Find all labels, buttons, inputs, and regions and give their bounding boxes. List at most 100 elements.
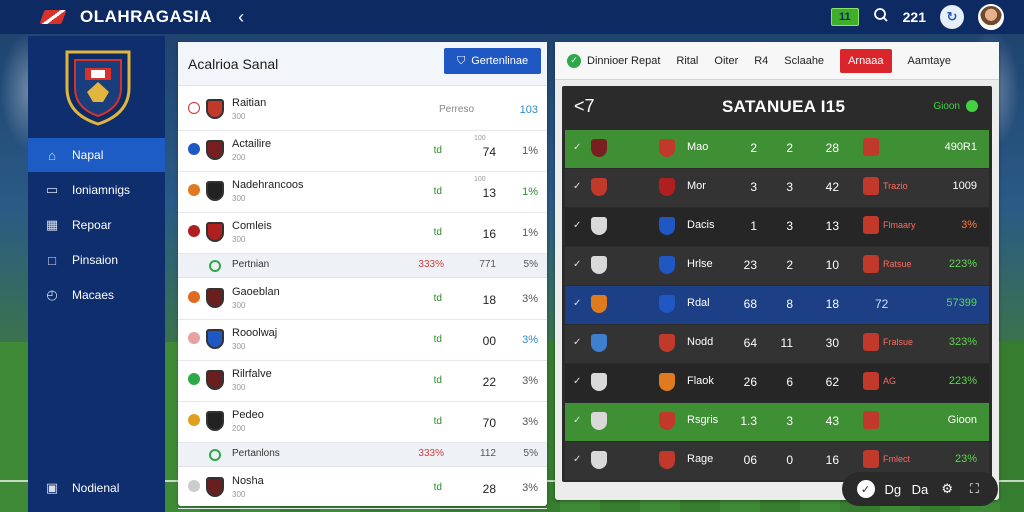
cell-won: 3 — [786, 219, 793, 233]
team-name: Nodd — [687, 336, 714, 348]
table-title: SATANUEA I15 — [722, 97, 846, 116]
tab-aamtaye[interactable]: Aamtaye — [900, 42, 959, 80]
sidebar-item-nodienal[interactable]: ▣ Nodienal — [28, 471, 165, 505]
sidebar-item-repoar[interactable]: ▦ Repoar — [28, 208, 165, 242]
table-row[interactable]: ✓ Mao 2 2 28 490R1 — [565, 130, 989, 168]
primary-action-button[interactable]: ⛉ Gertenlinae — [444, 48, 541, 74]
cell-goals: 10 — [825, 258, 839, 272]
tab-label: Oiter — [714, 54, 739, 67]
check-icon[interactable]: ✓ — [856, 480, 875, 498]
chevron-down-icon[interactable]: ✓ — [573, 220, 582, 231]
team-name: Rilrfalve — [232, 368, 272, 380]
search-icon[interactable] — [873, 7, 889, 28]
chevron-down-icon[interactable]: ✓ — [573, 337, 582, 348]
result-icon — [863, 255, 879, 273]
primary-action-label: Gertenlinae — [471, 55, 529, 67]
toolbar-item-da[interactable]: Da — [911, 481, 929, 497]
opponent-crest-icon — [659, 334, 675, 352]
team-name: Hrlse — [687, 258, 713, 270]
cell-won: 0 — [786, 453, 793, 467]
table-row[interactable]: Gaoeblan 300 td 18 3% — [178, 279, 547, 320]
result-icon — [863, 216, 879, 234]
toolbar-item-dd[interactable]: Dɡ — [884, 481, 902, 497]
opponent-crest-icon — [659, 295, 675, 313]
team-crest-icon — [206, 140, 224, 160]
cell-percent: 1% — [522, 186, 538, 198]
table-row[interactable]: ✓ Hrlse 23 2 10 Ratsue 223% — [565, 247, 989, 285]
table-row[interactable]: Rilrfalve 300 td 22 3% — [178, 361, 547, 402]
tab-label: Rital — [676, 54, 699, 67]
cell-highlight: 72 — [875, 297, 889, 311]
back-arrow-icon[interactable]: <7 — [574, 96, 595, 116]
table-row[interactable]: ✓ Dacis 1 3 13 Flmaary 3% — [565, 208, 989, 246]
sidebar: ⌂ Napal ▭ Ioniamnigs ▦ Repoar □ Pinsaion… — [28, 36, 165, 512]
tab-rital[interactable]: Rital — [668, 42, 706, 80]
sidebar-item-ioniamnigs[interactable]: ▭ Ioniamnigs — [28, 173, 165, 207]
tab-dinnioer-repat[interactable]: ✓ Dinnioer Repat — [555, 42, 668, 80]
cell-goals: 42 — [825, 180, 839, 194]
table-row[interactable]: Comleis 300 td 16 1% — [178, 213, 547, 254]
cell-percent: 3% — [522, 334, 538, 346]
tab-label: Sclaahe — [784, 54, 825, 67]
home-icon: ⌂ — [48, 147, 56, 163]
chevron-down-icon[interactable]: ✓ — [573, 181, 582, 192]
table-row[interactable]: ✓ Nodd 64 11 30 Fralsue 323% — [565, 325, 989, 363]
expand-icon[interactable]: ⛶ — [969, 481, 979, 496]
table-row[interactable]: Actailire 200 td 100 74 1% — [178, 131, 547, 172]
sidebar-item-label: Napal — [72, 148, 104, 162]
table-row[interactable]: ✓ Flaok 26 6 62 AG 223% — [565, 364, 989, 402]
team-name: Comleis — [232, 220, 272, 232]
sidebar-item-label: Nodienal — [72, 481, 120, 495]
back-chevron-icon[interactable]: ‹ — [238, 6, 245, 27]
cell-total: 323% — [948, 336, 977, 348]
notification-badge[interactable]: 11 — [831, 8, 859, 26]
table-row[interactable]: Raitian 300 Perreso 103 — [178, 90, 547, 131]
table-row[interactable]: ✓ Rsgris 1.3 3 43 Gioon — [565, 403, 989, 441]
table-row[interactable]: ✓ Mor 3 3 42 Trazio 1009 — [565, 169, 989, 207]
cell-points: 28 — [482, 482, 496, 496]
sidebar-nav: ⌂ Napal ▭ Ioniamnigs ▦ Repoar □ Pinsaion… — [28, 138, 165, 313]
chevron-down-icon[interactable]: ✓ — [573, 454, 582, 465]
cell-total: 223% — [948, 375, 977, 387]
gear-icon[interactable]: ⚙ — [941, 481, 953, 496]
table-row[interactable]: Rooolwaj 300 td 00 3% — [178, 320, 547, 361]
tab-arnaaa[interactable]: Arnaaa — [840, 48, 892, 73]
avatar[interactable] — [978, 4, 1004, 30]
table-row[interactable]: ✓ Rdal 68 8 18 72 57399 — [565, 286, 989, 324]
team-sub: 200 — [232, 153, 246, 162]
team-name: Pedeo — [232, 409, 264, 421]
tab-sclaahe[interactable]: Sclaahe — [776, 42, 832, 80]
cell-goals: 43 — [825, 414, 839, 428]
chevron-down-icon[interactable]: ✓ — [573, 376, 582, 387]
cell-goals: 16 — [825, 453, 839, 467]
tab-oiter[interactable]: Oiter — [706, 42, 746, 80]
result-icon — [863, 138, 879, 156]
chevron-down-icon[interactable]: ✓ — [573, 142, 582, 153]
globe-icon: ◴ — [46, 287, 58, 302]
chevron-down-icon[interactable]: ✓ — [573, 415, 582, 426]
group-label: Pertnian — [232, 259, 270, 270]
sidebar-item-pinsaion[interactable]: □ Pinsaion — [28, 243, 165, 277]
cell-percent: 1% — [522, 227, 538, 239]
cell-percent: 3% — [522, 482, 538, 494]
table-row[interactable]: Nadehrancoos 300 td 100 13 1% — [178, 172, 547, 213]
chevron-down-icon[interactable]: ✓ — [573, 298, 582, 309]
sidebar-item-napal[interactable]: ⌂ Napal — [28, 138, 165, 172]
table-row[interactable]: ✓ Rage 06 0 16 Fmlect 23% — [565, 442, 989, 480]
table-row[interactable]: Nosha 300 td 28 3% — [178, 468, 547, 509]
sidebar-item-label: Pinsaion — [72, 253, 119, 267]
table-row[interactable]: Pedeo 200 td 70 3% — [178, 402, 547, 443]
team-name: Raitian — [232, 97, 267, 109]
team-sub: 300 — [232, 112, 246, 121]
flag-icon — [188, 480, 200, 492]
league-table: <7 SATANUEA I15 Gioon ✓ Mao 2 2 28 490R1 ✓ Mor 3… — [562, 86, 992, 482]
sidebar-item-macaes[interactable]: ◴ Macaes — [28, 278, 165, 312]
window-icon: ▭ — [45, 182, 59, 197]
team-sub: 300 — [232, 490, 246, 499]
chevron-down-icon[interactable]: ✓ — [573, 259, 582, 270]
cell-percent: 3% — [522, 416, 538, 428]
team-crest-icon — [591, 178, 607, 196]
refresh-icon[interactable]: ↻ — [940, 5, 964, 29]
tab-r4[interactable]: R4 — [746, 42, 776, 80]
app-title: OLAHRAGASIA — [80, 7, 213, 26]
